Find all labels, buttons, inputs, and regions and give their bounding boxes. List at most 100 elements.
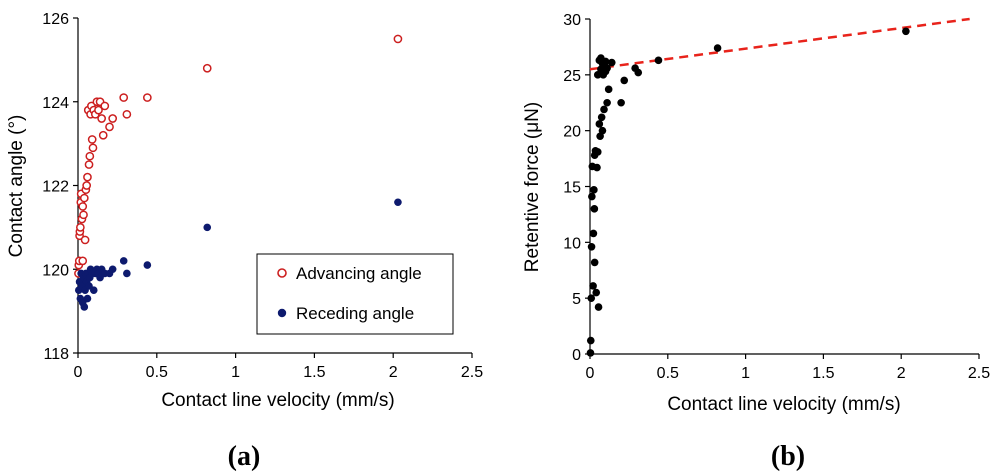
panel-a-advancing-angle-point	[105, 122, 114, 132]
panel-b-x-tick-label: 2	[897, 365, 906, 382]
panel-a-advancing-angle-point	[100, 101, 110, 111]
panel-a-x-tick-label: 2.5	[461, 364, 483, 381]
panel-b-y-tick-label: 25	[563, 68, 581, 85]
panel-a-y-axis-label: Contact angle (°)	[6, 115, 27, 258]
panel-b-x-tick-label: 0.5	[657, 365, 679, 382]
panel-a-advancing-angle-point	[83, 172, 92, 182]
panel-b-x-tick-label: 1.5	[812, 365, 834, 382]
panel-a-x-tick-label: 0.5	[146, 364, 168, 381]
panel-a-advancing-angle-point	[94, 105, 103, 115]
panel-b-retentive-force-point	[600, 105, 608, 114]
panel-b-retentive-force-point	[590, 186, 598, 194]
panel-a-legend: Advancing angle Receding angle	[256, 253, 454, 335]
panel-a-advancing-angle-point	[122, 109, 132, 119]
panel-a-advancing-angle-point	[85, 151, 95, 161]
panel-a-y-tick-label: 124	[42, 95, 69, 112]
panel-a-receding-angle-point	[394, 198, 402, 207]
panel-b-retentive-force-point	[593, 71, 602, 79]
legend-advancing-marker	[277, 268, 287, 278]
panel-b-x-tick-label: 2.5	[968, 365, 990, 382]
panel-a-y-tick-label: 122	[42, 179, 69, 196]
panel-b-retentive-force-point	[594, 303, 603, 311]
legend-receding-marker	[277, 308, 287, 318]
panel-b-retentive-force-point	[589, 282, 597, 290]
panel-b-retentive-force-point	[597, 113, 606, 122]
panel-a-receding-angle-point	[83, 294, 92, 303]
panel-a-receding-angle-point	[123, 269, 131, 278]
panel-a-advancing-angle-point	[79, 193, 89, 203]
panel-b-retentive-force-point	[603, 98, 611, 107]
panel-a: 0 0.5 1 1.5 2 2.5 118 120 122 124 126 Contact line…	[6, 11, 483, 472]
legend-advancing-label: Advancing angle	[296, 264, 422, 283]
panel-b-x-tick-label: 1	[741, 365, 750, 382]
panel-b: 0 0.5 1 1.5 2 2.5 0 5 10 15 20 25 30 Contact line ve…	[522, 12, 990, 472]
panel-a-advancing-angle-point	[108, 114, 118, 123]
panel-b-y-tick-label: 5	[572, 291, 581, 308]
panel-a-y-tick-label: 126	[42, 11, 69, 28]
panel-b-retentive-force-point	[598, 126, 607, 135]
panel-b-retentive-force-point	[601, 57, 610, 66]
panel-a-axes: 0 0.5 1 1.5 2 2.5 118 120 122 124 126	[42, 11, 483, 381]
panel-a-advancing-angle-point	[393, 34, 403, 44]
panel-a-advancing-angle-point	[87, 135, 97, 144]
panel-a-y-tick-label: 120	[42, 262, 69, 279]
panel-b-y-tick-label: 0	[572, 347, 581, 364]
panel-b-retentive-force-point	[620, 76, 629, 85]
panel-b-y-axis-label: Retentive force (μN)	[522, 102, 543, 272]
panel-b-retentive-force-point	[592, 288, 601, 297]
panel-a-advancing-angle-point	[80, 235, 90, 245]
panel-a-receding-angle-point	[119, 257, 128, 265]
panel-b-retentive-force-point	[587, 294, 596, 302]
panel-a-advancing-angle-point	[79, 210, 88, 220]
panel-a-x-tick-label: 1.5	[303, 364, 325, 381]
panel-b-retentive-force-point	[588, 192, 596, 201]
panel-a-receding-angle-point	[108, 265, 117, 274]
panel-a-advancing-angle-point	[97, 114, 106, 123]
panel-b-x-tick-label: 0	[586, 365, 595, 382]
panel-a-advancing-angle-point	[76, 223, 85, 232]
panel-b-y-tick-label: 30	[563, 12, 581, 29]
panel-a-advancing-angle-point	[82, 181, 92, 190]
panel-a-receding-angle-point	[80, 303, 89, 311]
panel-b-retentive-force-point	[713, 44, 722, 52]
legend-receding-label: Receding angle	[296, 304, 414, 323]
panel-a-label: (a)	[228, 441, 261, 472]
panel-b-retentive-force-point	[589, 229, 598, 238]
panel-b-retentive-force-point	[603, 64, 611, 72]
panel-b-axes: 0 0.5 1 1.5 2 2.5 0 5 10 15 20 25 30	[563, 12, 990, 382]
panel-b-y-tick-label: 15	[563, 180, 581, 197]
panel-b-retentive-force-point	[654, 56, 663, 65]
panel-a-advancing-angle-point	[78, 256, 88, 266]
panel-b-trendline	[589, 17, 970, 71]
panel-b-retentive-force-point	[634, 68, 643, 77]
panel-a-advancing-angle-point	[84, 160, 94, 169]
panel-b-retentive-force-point	[604, 85, 613, 94]
panel-a-advancing-angle-point	[142, 93, 152, 102]
panel-a-advancing-angle-point	[78, 202, 88, 211]
panel-a-receding-angle-point	[143, 261, 152, 269]
panel-a-points	[74, 34, 403, 311]
panel-b-retentive-force-point	[595, 120, 604, 128]
panel-a-advancing-angle-point	[88, 143, 98, 153]
panel-a-receding-angle-point	[89, 286, 98, 294]
panel-b-retentive-force-point	[590, 258, 599, 267]
panel-b-y-tick-label: 20	[563, 124, 581, 141]
legend-box	[256, 253, 454, 335]
panel-a-advancing-angle-point	[119, 93, 129, 102]
panel-b-label: (b)	[771, 441, 805, 472]
panel-b-retentive-force-point	[590, 205, 599, 213]
panel-b-y-tick-label: 10	[563, 235, 581, 252]
panel-a-x-tick-label: 0	[74, 364, 83, 381]
panel-a-advancing-angle-point	[98, 130, 108, 140]
panel-b-retentive-force-point	[593, 163, 601, 172]
panel-a-advancing-angle-point	[202, 63, 212, 73]
panel-a-x-tick-label: 1	[231, 364, 240, 381]
panel-b-retentive-force-point	[902, 27, 910, 36]
panel-b-retentive-force-point	[617, 98, 625, 107]
panel-b-x-axis-label: Contact line velocity (mm/s)	[667, 394, 900, 415]
panel-b-points	[586, 27, 910, 357]
panel-b-retentive-force-point	[586, 349, 595, 357]
panel-a-x-tick-label: 2	[389, 364, 398, 381]
panel-b-retentive-force-point	[586, 336, 595, 345]
